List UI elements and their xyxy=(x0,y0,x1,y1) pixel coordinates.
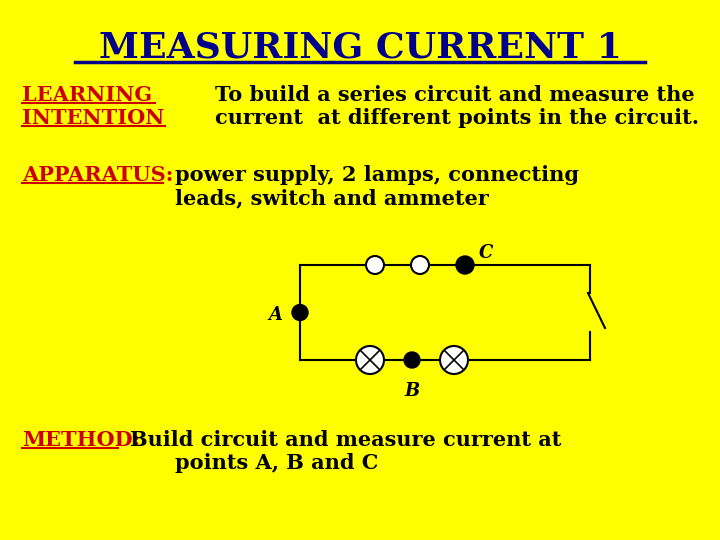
Text: points A, B and C: points A, B and C xyxy=(175,453,379,473)
Circle shape xyxy=(404,352,420,368)
Circle shape xyxy=(456,256,474,274)
Text: power supply, 2 lamps, connecting: power supply, 2 lamps, connecting xyxy=(175,165,579,185)
Text: MEASURING CURRENT 1: MEASURING CURRENT 1 xyxy=(99,30,621,64)
Circle shape xyxy=(411,256,429,274)
Text: INTENTION: INTENTION xyxy=(22,108,164,128)
Circle shape xyxy=(356,346,384,374)
Circle shape xyxy=(366,256,384,274)
Text: APPARATUS:: APPARATUS: xyxy=(22,165,174,185)
Text: METHOD:: METHOD: xyxy=(22,430,140,450)
Text: A: A xyxy=(268,306,282,323)
Text: Build circuit and measure current at: Build circuit and measure current at xyxy=(130,430,562,450)
Text: To build a series circuit and measure the: To build a series circuit and measure th… xyxy=(215,85,695,105)
Text: LEARNING: LEARNING xyxy=(22,85,152,105)
Text: C: C xyxy=(479,244,493,262)
Text: B: B xyxy=(405,382,420,400)
Circle shape xyxy=(440,346,468,374)
Text: current  at different points in the circuit.: current at different points in the circu… xyxy=(215,108,699,128)
Text: leads, switch and ammeter: leads, switch and ammeter xyxy=(175,188,489,208)
Circle shape xyxy=(292,305,308,321)
